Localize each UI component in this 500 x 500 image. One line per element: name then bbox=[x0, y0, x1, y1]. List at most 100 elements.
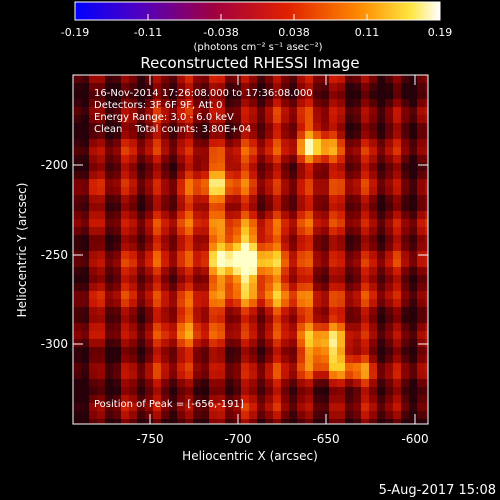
image-pixel bbox=[89, 307, 98, 316]
image-pixel bbox=[209, 403, 218, 412]
image-pixel bbox=[305, 219, 314, 228]
image-pixel bbox=[193, 171, 202, 180]
image-pixel bbox=[73, 123, 82, 132]
image-pixel bbox=[289, 403, 298, 412]
image-pixel bbox=[169, 419, 178, 424]
image-pixel bbox=[145, 235, 154, 244]
image-pixel bbox=[281, 331, 290, 340]
image-pixel bbox=[265, 379, 274, 388]
image-pixel bbox=[313, 139, 322, 148]
image-pixel bbox=[329, 275, 338, 284]
image-pixel bbox=[401, 171, 410, 180]
image-pixel bbox=[409, 131, 418, 140]
image-pixel bbox=[97, 203, 106, 212]
image-pixel bbox=[137, 203, 146, 212]
image-pixel bbox=[185, 147, 194, 156]
image-pixel bbox=[105, 99, 114, 108]
image-pixel bbox=[73, 363, 82, 372]
image-pixel bbox=[289, 123, 298, 132]
image-pixel bbox=[105, 155, 114, 164]
image-pixel bbox=[129, 99, 138, 108]
image-pixel bbox=[313, 363, 322, 372]
image-pixel bbox=[145, 155, 154, 164]
image-pixel bbox=[89, 115, 98, 124]
image-pixel bbox=[217, 243, 226, 252]
image-pixel bbox=[281, 155, 290, 164]
image-pixel bbox=[265, 235, 274, 244]
image-pixel bbox=[241, 379, 250, 388]
image-pixel bbox=[73, 107, 82, 116]
image-pixel bbox=[185, 243, 194, 252]
image-pixel bbox=[345, 107, 354, 116]
image-pixel bbox=[145, 251, 154, 260]
image-pixel bbox=[289, 179, 298, 188]
image-pixel bbox=[185, 371, 194, 380]
image-pixel bbox=[281, 227, 290, 236]
image-pixel bbox=[417, 179, 426, 188]
image-pixel bbox=[377, 291, 386, 300]
image-pixel bbox=[105, 211, 114, 220]
image-pixel bbox=[145, 83, 154, 92]
image-pixel bbox=[241, 291, 250, 300]
image-pixel bbox=[153, 307, 162, 316]
image-pixel bbox=[377, 227, 386, 236]
image-pixel bbox=[153, 123, 162, 132]
image-pixel bbox=[105, 235, 114, 244]
image-pixel bbox=[257, 283, 266, 292]
image-pixel bbox=[121, 387, 130, 396]
image-pixel bbox=[225, 419, 234, 424]
image-pixel bbox=[81, 419, 90, 424]
image-pixel bbox=[329, 203, 338, 212]
image-pixel bbox=[241, 179, 250, 188]
image-pixel bbox=[305, 315, 314, 324]
image-pixel bbox=[425, 123, 428, 132]
image-pixel bbox=[137, 251, 146, 260]
image-pixel bbox=[265, 291, 274, 300]
image-pixel bbox=[385, 187, 394, 196]
image-pixel bbox=[265, 363, 274, 372]
image-pixel bbox=[265, 211, 274, 220]
image-pixel bbox=[345, 243, 354, 252]
image-pixel bbox=[361, 139, 370, 148]
image-pixel bbox=[281, 91, 290, 100]
image-pixel bbox=[321, 75, 330, 84]
image-pixel bbox=[289, 243, 298, 252]
image-pixel bbox=[121, 219, 130, 228]
image-pixel bbox=[409, 83, 418, 92]
image-pixel bbox=[257, 203, 266, 212]
image-pixel bbox=[257, 275, 266, 284]
image-pixel bbox=[209, 115, 218, 124]
image-pixel bbox=[225, 299, 234, 308]
image-pixel bbox=[425, 323, 428, 332]
image-pixel bbox=[361, 75, 370, 84]
image-pixel bbox=[361, 347, 370, 356]
image-pixel bbox=[321, 363, 330, 372]
image-pixel bbox=[281, 195, 290, 204]
image-pixel bbox=[73, 347, 82, 356]
image-pixel bbox=[185, 403, 194, 412]
image-pixel bbox=[73, 155, 82, 164]
image-pixel bbox=[281, 243, 290, 252]
image-pixel bbox=[217, 171, 226, 180]
image-pixel bbox=[353, 315, 362, 324]
image-pixel bbox=[137, 115, 146, 124]
image-pixel bbox=[121, 179, 130, 188]
image-pixel bbox=[217, 299, 226, 308]
image-pixel bbox=[321, 179, 330, 188]
image-pixel bbox=[73, 307, 82, 316]
image-pixel bbox=[137, 363, 146, 372]
image-pixel bbox=[89, 347, 98, 356]
image-pixel bbox=[185, 363, 194, 372]
colorbar-tick-label: 0.038 bbox=[278, 26, 310, 39]
image-pixel bbox=[225, 251, 234, 260]
image-pixel bbox=[233, 147, 242, 156]
image-pixel bbox=[377, 323, 386, 332]
image-pixel bbox=[385, 387, 394, 396]
image-pixel bbox=[353, 419, 362, 424]
image-pixel bbox=[393, 419, 402, 424]
image-pixel bbox=[353, 83, 362, 92]
image-pixel bbox=[193, 403, 202, 412]
image-pixel bbox=[73, 115, 82, 124]
image-pixel bbox=[185, 355, 194, 364]
image-pixel bbox=[105, 403, 114, 412]
